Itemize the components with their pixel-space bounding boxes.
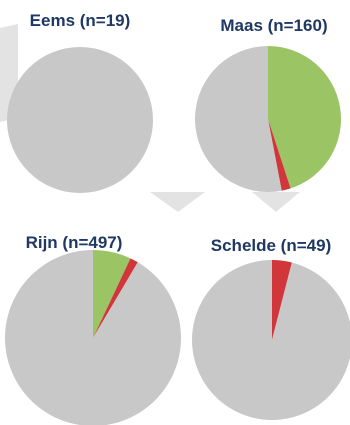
pie-schelde xyxy=(192,260,350,420)
pie-maas-slice-grey xyxy=(194,46,282,192)
background-shape-right xyxy=(252,192,300,212)
background-decoration xyxy=(0,24,300,212)
pie-maas xyxy=(194,46,341,192)
pie-eems xyxy=(7,47,153,193)
pie-maas-slice-red xyxy=(268,119,291,191)
pie-title-maas: Maas (n=160) xyxy=(220,16,327,35)
pie-schelde-slice-red xyxy=(272,260,292,340)
pie-rijn-slice-green xyxy=(93,250,131,338)
pie-rijn xyxy=(5,250,181,425)
background-shape-center xyxy=(150,192,205,212)
pie-title-eems: Eems (n=19) xyxy=(30,11,131,30)
pie-schelde-slice-grey xyxy=(192,260,350,420)
pie-eems-slice-grey xyxy=(7,47,153,193)
pie-title-schelde: Schelde (n=49) xyxy=(211,236,331,255)
pie-title-rijn: Rijn (n=497) xyxy=(26,233,123,252)
pie-rijn-slice-grey xyxy=(5,250,181,425)
pie-rijn-slice-red xyxy=(93,258,138,338)
pie-maas-slice-green xyxy=(268,46,341,189)
